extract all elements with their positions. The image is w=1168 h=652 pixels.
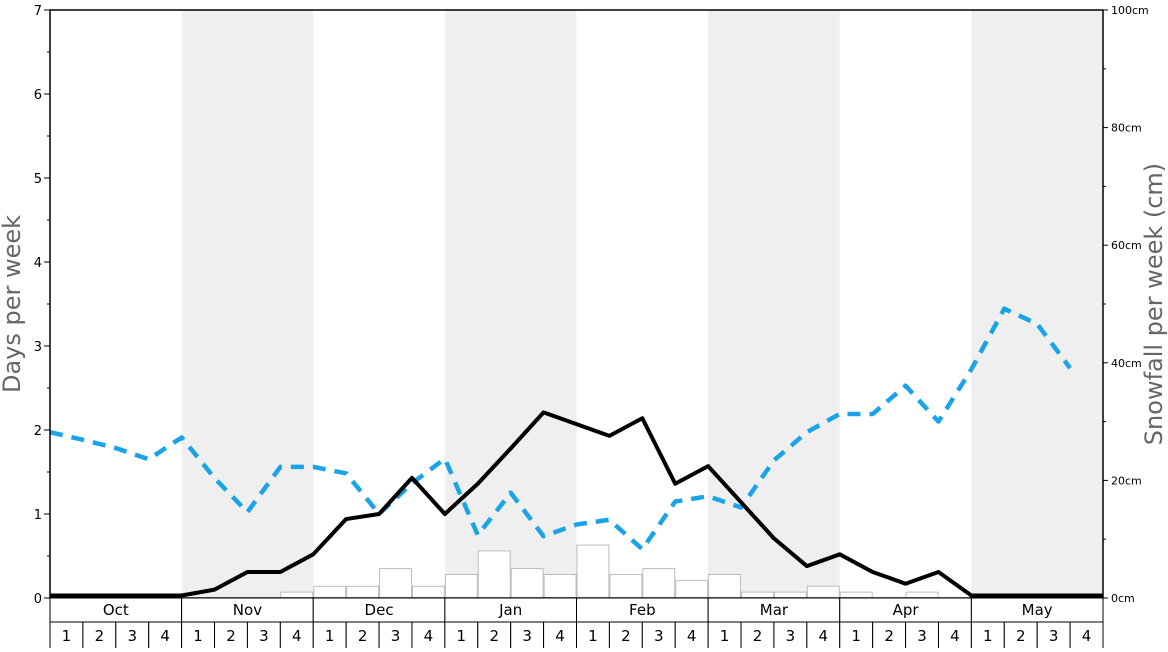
left-tick-label-7: 7 (34, 4, 42, 19)
right-tick-label-60: 60cm (1111, 239, 1142, 252)
right-tick-label-100: 100cm (1111, 4, 1149, 17)
week-label: 3 (391, 627, 401, 645)
week-label: 1 (457, 627, 467, 645)
month-label-oct: Oct (103, 601, 129, 619)
bar-week-16 (544, 574, 576, 598)
week-label: 1 (720, 627, 730, 645)
week-label: 2 (226, 627, 236, 645)
month-axis: Oct Nov Dec Jan Feb Mar Apr May (50, 598, 1103, 622)
right-tick-label-80: 80cm (1111, 122, 1142, 135)
bar-week-22 (742, 592, 774, 598)
week-label: 2 (884, 627, 894, 645)
month-label-nov: Nov (233, 601, 262, 619)
month-label-mar: Mar (760, 601, 789, 619)
week-label: 2 (489, 627, 499, 645)
week-label: 4 (292, 627, 302, 645)
bar-week-11 (380, 569, 412, 598)
week-label: 3 (127, 627, 137, 645)
week-label: 1 (193, 627, 203, 645)
left-axis: 0 1 2 3 4 5 6 7 (34, 4, 50, 607)
week-label: 1 (588, 627, 598, 645)
bar-week-17 (577, 545, 609, 598)
left-tick-label-0: 0 (34, 592, 42, 607)
week-label: 2 (95, 627, 105, 645)
left-tick-label-4: 4 (34, 256, 42, 271)
week-label: 4 (687, 627, 697, 645)
bar-week-10 (347, 586, 379, 598)
week-label: 1 (983, 627, 993, 645)
month-label-jan: Jan (498, 601, 522, 619)
week-label: 3 (259, 627, 269, 645)
month-label-feb: Feb (629, 601, 656, 619)
week-axis: 1 2 3 4 1 2 3 4 1 2 3 4 1 2 3 4 1 2 3 4 1 2 3 4 1 2 3 4 1 2 3 4 (50, 622, 1103, 648)
left-tick-label-6: 6 (34, 88, 42, 103)
week-label: 4 (424, 627, 434, 645)
bar-week-21 (709, 574, 741, 598)
week-label: 2 (1016, 627, 1026, 645)
left-tick-label-3: 3 (34, 340, 42, 355)
bar-week-9 (314, 586, 346, 598)
bar-week-19 (643, 569, 675, 598)
left-tick-label-5: 5 (34, 172, 42, 187)
right-tick-label-20: 20cm (1111, 474, 1142, 487)
bar-week-27 (906, 592, 938, 598)
y-axis-label-right: Snowfall per week (cm) (1140, 163, 1168, 445)
week-label: 2 (358, 627, 368, 645)
bar-week-15 (511, 569, 543, 598)
week-label: 4 (555, 627, 565, 645)
bar-week-23 (774, 592, 806, 598)
month-label-apr: Apr (893, 601, 920, 619)
month-shade-mar (708, 10, 840, 598)
week-label: 3 (1049, 627, 1059, 645)
bar-week-12 (412, 586, 444, 598)
week-label: 1 (851, 627, 861, 645)
bar-week-20 (676, 580, 708, 598)
left-tick-label-2: 2 (34, 424, 42, 439)
week-label: 2 (753, 627, 763, 645)
week-label: 3 (786, 627, 796, 645)
week-label: 1 (325, 627, 335, 645)
bar-week-25 (840, 592, 872, 598)
right-tick-label-40: 40cm (1111, 357, 1142, 370)
week-label: 1 (62, 627, 72, 645)
week-label: 3 (522, 627, 532, 645)
bar-week-13 (445, 574, 477, 598)
week-label: 2 (621, 627, 631, 645)
week-label: 3 (654, 627, 664, 645)
bar-week-8 (281, 592, 313, 598)
month-shade-may (971, 10, 1103, 598)
month-label-may: May (1022, 601, 1053, 619)
week-label: 4 (1082, 627, 1092, 645)
left-tick-label-1: 1 (34, 508, 42, 523)
y-axis-label-left: Days per week (0, 215, 26, 393)
week-label: 4 (819, 627, 829, 645)
month-shading (182, 10, 1103, 598)
month-label-dec: Dec (365, 601, 394, 619)
bar-week-24 (807, 586, 839, 598)
bar-week-18 (610, 574, 642, 598)
right-tick-label-0: 0cm (1111, 592, 1135, 605)
week-label: 4 (950, 627, 960, 645)
week-label: 3 (917, 627, 927, 645)
bar-week-14 (478, 551, 510, 598)
week-label: 4 (160, 627, 170, 645)
